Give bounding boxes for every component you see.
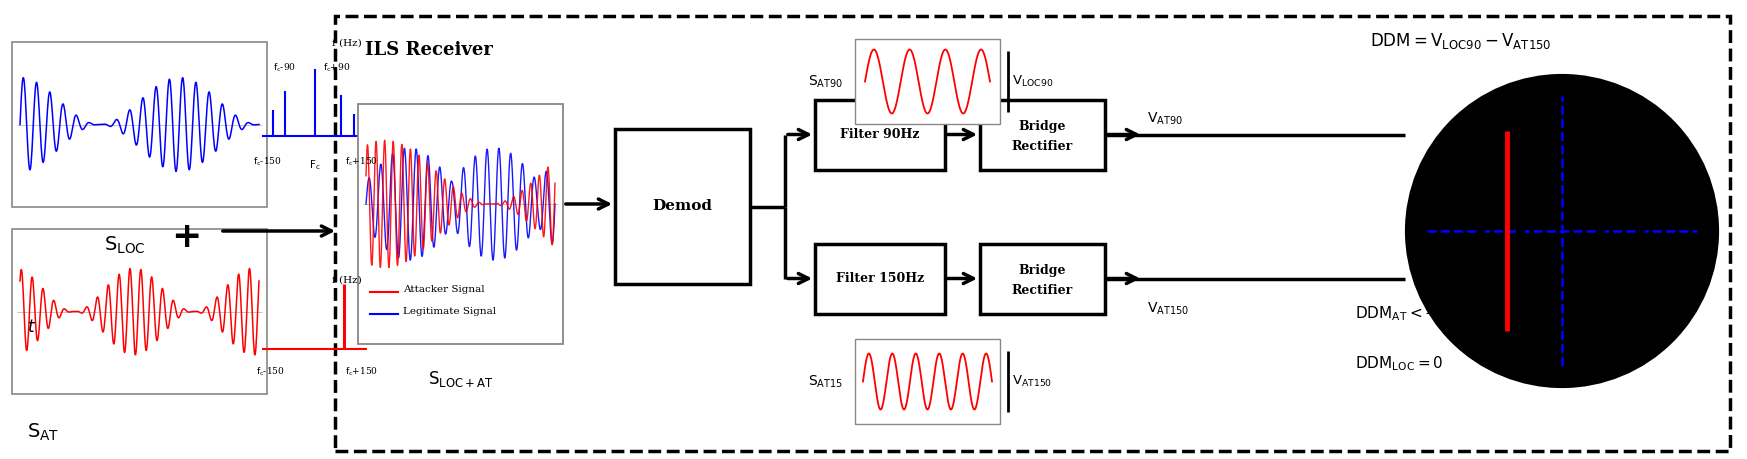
Circle shape	[1406, 76, 1717, 386]
Bar	[980, 244, 1106, 313]
Bar	[816, 244, 945, 313]
Text: Filter 90Hz: Filter 90Hz	[840, 128, 919, 141]
Bar	[854, 39, 999, 124]
Bar	[854, 339, 999, 424]
Text: $\mathsf{f_c}$-150: $\mathsf{f_c}$-150	[255, 365, 285, 377]
Text: Bridge: Bridge	[1019, 120, 1066, 133]
Text: $\mathrm{DDM = V_{LOC90} - V_{AT150}}$: $\mathrm{DDM = V_{LOC90} - V_{AT150}}$	[1370, 31, 1551, 51]
Bar	[980, 100, 1106, 169]
Text: $\mathsf{f_c}$+150: $\mathsf{f_c}$+150	[346, 156, 379, 168]
Text: $\mathrm{S_{LOC+AT}}$: $\mathrm{S_{LOC+AT}}$	[428, 369, 493, 389]
Bar	[12, 229, 267, 394]
Text: Attacker Signal: Attacker Signal	[404, 285, 484, 293]
Text: Filter 150Hz: Filter 150Hz	[835, 272, 924, 285]
Text: $\mathsf{f_c}$+90: $\mathsf{f_c}$+90	[323, 62, 351, 74]
Text: $\mathrm{V_{LOC90}}$: $\mathrm{V_{LOC90}}$	[1012, 74, 1053, 89]
Text: Demod: Demod	[652, 200, 713, 213]
Text: $\mathsf{f_c}$-90: $\mathsf{f_c}$-90	[273, 62, 295, 74]
Text: $\mathsf{f_c}$-150: $\mathsf{f_c}$-150	[253, 156, 281, 168]
Text: $\mathrm{S_{AT90}}$: $\mathrm{S_{AT90}}$	[807, 73, 844, 90]
Text: Bridge: Bridge	[1019, 264, 1066, 277]
Bar	[615, 129, 749, 284]
Text: Rectifier: Rectifier	[1012, 140, 1073, 153]
Text: $t$: $t$	[26, 319, 37, 336]
Text: $\mathrm{V_{AT150}}$: $\mathrm{V_{AT150}}$	[1012, 374, 1052, 389]
Text: Rectifier: Rectifier	[1012, 284, 1073, 297]
Text: $\mathrm{DDM_{LOC} = 0}$: $\mathrm{DDM_{LOC} = 0}$	[1356, 354, 1443, 373]
Bar	[358, 104, 563, 344]
Bar	[335, 16, 1730, 451]
Bar	[12, 42, 267, 207]
Bar	[816, 100, 945, 169]
Text: $\mathrm{V_{AT150}}$: $\mathrm{V_{AT150}}$	[1148, 301, 1190, 317]
Text: f (Hz): f (Hz)	[332, 39, 362, 48]
Text: $\mathrm{S_{AT15}}$: $\mathrm{S_{AT15}}$	[807, 373, 844, 390]
Text: f (Hz): f (Hz)	[332, 276, 362, 285]
Text: $\boldsymbol{+}$: $\boldsymbol{+}$	[171, 220, 199, 254]
Text: $\mathrm{S_{LOC}}$: $\mathrm{S_{LOC}}$	[103, 235, 145, 256]
Text: $\mathrm{V_{AT90}}$: $\mathrm{V_{AT90}}$	[1148, 110, 1183, 127]
Text: $\mathsf{f_c}$+150: $\mathsf{f_c}$+150	[346, 365, 379, 377]
Text: Legitimate Signal: Legitimate Signal	[404, 307, 496, 315]
Text: ILS Receiver: ILS Receiver	[365, 41, 493, 59]
Text: $\mathrm{DDM_{AT} < -0.155}$: $\mathrm{DDM_{AT} < -0.155}$	[1356, 304, 1481, 323]
Text: $\mathsf{F_c}$: $\mathsf{F_c}$	[309, 158, 320, 172]
Text: $\mathrm{S_{AT}}$: $\mathrm{S_{AT}}$	[26, 422, 59, 443]
